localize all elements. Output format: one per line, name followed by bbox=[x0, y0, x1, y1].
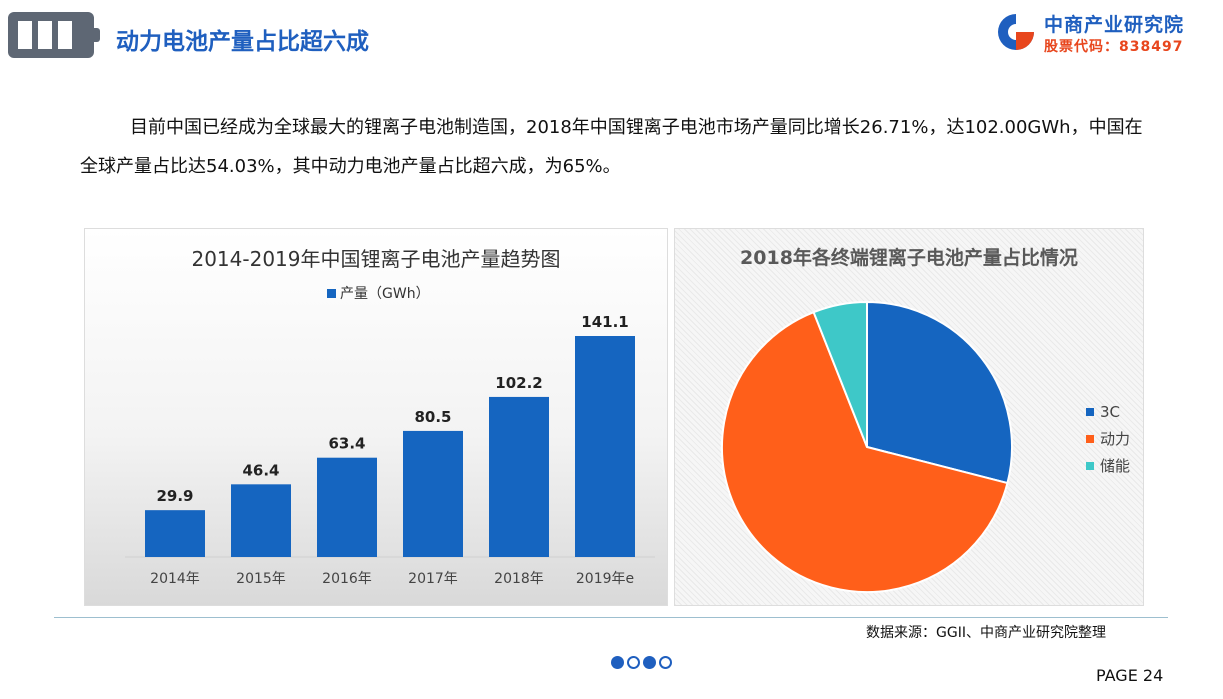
x-tick-label: 2018年 bbox=[494, 571, 544, 587]
pie-chart-panel: 2018年各终端锂离子电池产量占比情况 bbox=[674, 228, 1144, 606]
bar-chart: 29.9 2014年 46.4 2015年 63.4 2016年 80.5 2017年 102.… bbox=[125, 313, 655, 587]
pie-slice bbox=[721, 310, 1009, 593]
bar-value-label: 63.4 bbox=[328, 435, 365, 453]
logo-icon bbox=[998, 14, 1034, 50]
bar-chart-title: 2014-2019年中国锂离子电池产量趋势图 bbox=[191, 247, 561, 271]
company-logo: 中商产业研究院 股票代码：838497 bbox=[996, 8, 1216, 58]
page-title: 动力电池产量占比超六成 bbox=[116, 29, 369, 55]
x-tick-label: 2017年 bbox=[408, 571, 458, 587]
page-number: PAGE 24 bbox=[1096, 666, 1164, 685]
pie-slice bbox=[866, 300, 1013, 485]
x-tick-label: 2016年 bbox=[322, 571, 372, 587]
pie-legend-item: 动力 bbox=[1086, 425, 1130, 452]
bar-value-label: 102.2 bbox=[495, 374, 542, 392]
pagination-dot[interactable] bbox=[643, 656, 656, 669]
bar-chart-legend: 产量（GWh） bbox=[327, 283, 430, 303]
logo-name: 中商产业研究院 bbox=[1044, 14, 1185, 36]
pagination-dot[interactable] bbox=[611, 656, 624, 669]
pie-chart-title: 2018年各终端锂离子电池产量占比情况 bbox=[740, 247, 1078, 269]
bar bbox=[403, 430, 463, 557]
x-tick-label: 2015年 bbox=[236, 571, 286, 587]
data-source: 数据来源：GGII、中商产业研究院整理 bbox=[866, 625, 1106, 641]
legend-label-power: 动力 bbox=[1100, 430, 1131, 448]
bar bbox=[231, 484, 291, 557]
footer-divider bbox=[54, 617, 1168, 618]
legend-label: 产量（GWh） bbox=[340, 286, 430, 302]
battery-icon bbox=[8, 12, 100, 58]
bar-value-label: 29.9 bbox=[156, 487, 193, 505]
legend-swatch-storage bbox=[1086, 461, 1094, 470]
intro-paragraph: 目前中国已经成为全球最大的锂离子电池制造国，2018年中国锂离子电池市场产量同比… bbox=[80, 117, 1143, 177]
bar-chart-panel: 2014-2019年中国锂离子电池产量趋势图 产量（GWh） 29.9 2014年… bbox=[84, 228, 668, 606]
legend-swatch-power bbox=[1086, 434, 1094, 443]
pie-slice bbox=[812, 300, 868, 448]
bar bbox=[317, 457, 377, 557]
x-tick-label: 2019年e bbox=[576, 571, 634, 587]
bar-value-label: 141.1 bbox=[581, 313, 628, 331]
legend-swatch bbox=[327, 288, 336, 298]
bar bbox=[489, 396, 549, 557]
pie-chart bbox=[721, 300, 1013, 593]
legend-swatch-3c bbox=[1086, 407, 1094, 416]
bar bbox=[575, 336, 635, 557]
bar-value-label: 46.4 bbox=[242, 461, 279, 479]
pagination-dot[interactable] bbox=[659, 656, 672, 669]
stock-code: 股票代码：838497 bbox=[1044, 39, 1184, 55]
bar-value-label: 80.5 bbox=[414, 408, 451, 426]
pagination-dot[interactable] bbox=[627, 656, 640, 669]
pie-legend-item: 储能 bbox=[1086, 452, 1130, 479]
pagination-dots bbox=[611, 656, 675, 669]
pie-legend: 3C 动力 储能 bbox=[1086, 398, 1130, 479]
pie-legend-item: 3C bbox=[1086, 398, 1130, 425]
x-tick-label: 2014年 bbox=[150, 571, 200, 587]
bar bbox=[145, 510, 205, 557]
legend-label-3c: 3C bbox=[1100, 402, 1121, 421]
legend-label-storage: 储能 bbox=[1100, 457, 1131, 475]
